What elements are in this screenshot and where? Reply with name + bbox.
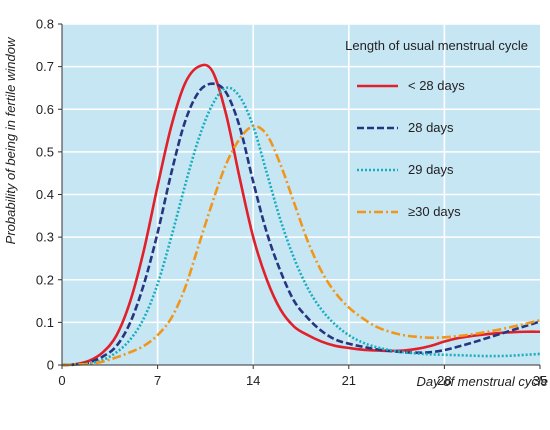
x-tick-label: 21: [342, 373, 356, 388]
y-tick-label: 0.2: [36, 272, 54, 287]
y-tick-label: 0.7: [36, 59, 54, 74]
legend-label-1: 28 days: [408, 120, 454, 135]
y-tick-label: 0.6: [36, 102, 54, 117]
legend-label-3: ≥30 days: [408, 204, 461, 219]
y-tick-label: 0.8: [36, 17, 54, 32]
x-tick-label: 35: [533, 373, 547, 388]
x-tick-label: 7: [154, 373, 161, 388]
legend-label-0: < 28 days: [408, 78, 465, 93]
series-line-2: [61, 86, 541, 367]
legend: Length of usual menstrual cycle < 28 day…: [345, 38, 528, 219]
y-axis-ticks: 0 0.1 0.2 0.3 0.4 0.5 0.6 0.7 0.8: [36, 17, 62, 373]
legend-label-2: 29 days: [408, 162, 454, 177]
series-line-1: [61, 82, 541, 367]
y-axis-title: Probability of being in fertile window: [3, 36, 18, 244]
x-axis-title: Day of menstrual cycle: [417, 374, 549, 389]
y-tick-label: 0.1: [36, 315, 54, 330]
x-tick-label: 14: [246, 373, 260, 388]
series-line-3: [61, 124, 541, 367]
x-axis-ticks: 0 7 14 21 28 35: [58, 365, 547, 388]
series-lines: [61, 63, 541, 367]
y-tick-label: 0.5: [36, 144, 54, 159]
legend-title: Length of usual menstrual cycle: [345, 38, 528, 53]
y-tick-label: 0: [47, 358, 54, 373]
series-line-0: [61, 63, 541, 367]
x-tick-label: 0: [58, 373, 65, 388]
x-tick-label: 28: [437, 373, 451, 388]
y-tick-label: 0.4: [36, 187, 54, 202]
y-tick-label: 0.3: [36, 230, 54, 245]
